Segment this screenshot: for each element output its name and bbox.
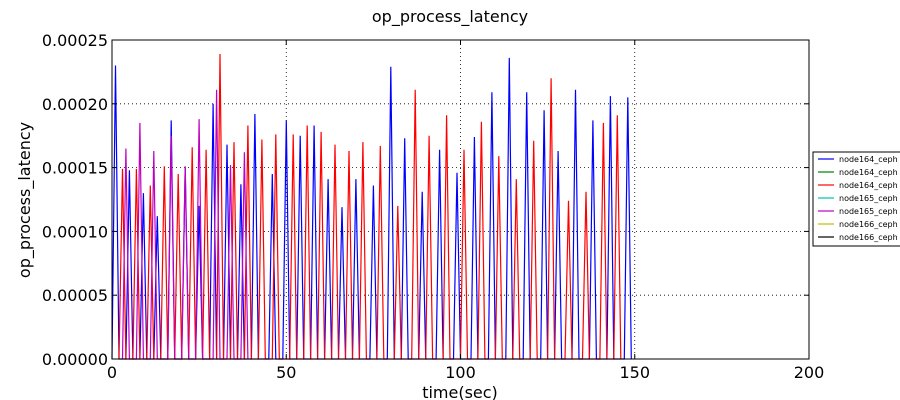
x-tick-label: 50	[276, 363, 296, 382]
y-tick-label: 0.00005	[42, 286, 108, 305]
series-line-4	[121, 89, 249, 360]
legend-box	[812, 151, 900, 247]
x-tick-label: 150	[619, 363, 650, 382]
y-tick-label: 0.00010	[42, 222, 108, 241]
y-tick-label: 0.00020	[42, 95, 108, 114]
legend-label: node164_ceph	[839, 155, 898, 164]
y-tick-label: 0.00015	[42, 159, 108, 178]
y-tick-label: 0.00000	[42, 350, 108, 369]
y-axis-title: op_process_latency	[15, 122, 35, 278]
x-tick-label: 100	[445, 363, 476, 382]
x-tick-label: 200	[794, 363, 825, 382]
legend-label: node164_ceph	[839, 168, 898, 177]
chart-title: op_process_latency	[372, 7, 528, 27]
x-axis-title: time(sec)	[422, 383, 498, 400]
legend-label: node166_ceph	[839, 220, 898, 229]
y-tick-label: 0.00025	[42, 31, 108, 50]
legend: node164_ceph node164_ceph node164_cephnode…	[812, 151, 900, 247]
x-tick-label: 0	[107, 363, 117, 382]
legend-label: node164_ceph	[839, 181, 898, 190]
series-line-2	[118, 53, 622, 360]
legend-label: node166_ceph	[839, 233, 898, 242]
legend-label: node165_ceph	[839, 194, 898, 203]
axis-ticks: 0 50 100 150 200 0.00000 0.00005 0.00010 0.00015…	[42, 31, 824, 382]
legend-label: node165_ceph	[839, 207, 898, 216]
